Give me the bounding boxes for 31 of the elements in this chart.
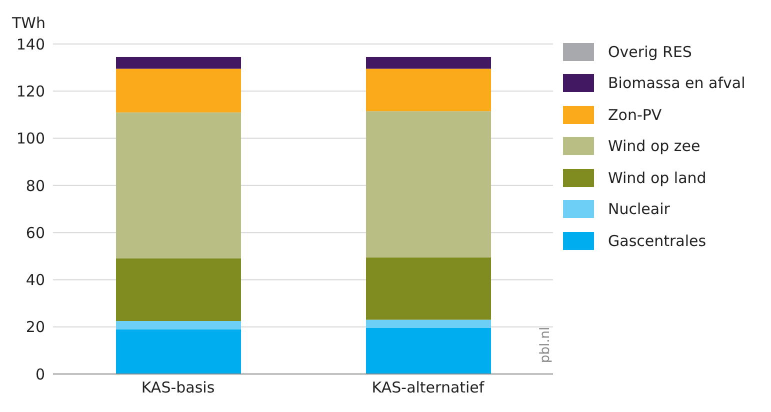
legend-label: Overig RES bbox=[608, 42, 692, 61]
y-tick-label: 120 bbox=[16, 82, 45, 100]
bar bbox=[116, 320, 241, 330]
bar bbox=[366, 328, 491, 374]
bar bbox=[366, 257, 491, 320]
bar bbox=[116, 68, 241, 112]
legend-label: Biomassa en afval bbox=[608, 74, 746, 92]
legend-label: Wind op zee bbox=[608, 137, 700, 156]
y-axis-title: TWh bbox=[12, 14, 46, 32]
bar bbox=[116, 56, 241, 69]
legend-label: Wind op land bbox=[608, 168, 706, 187]
x-tick-label: KAS-basis bbox=[141, 378, 215, 397]
y-tick-label: 20 bbox=[26, 318, 45, 336]
y-tick-label: 100 bbox=[16, 130, 45, 148]
y-tick-label: 0 bbox=[35, 365, 45, 384]
x-tick-label: KAS-alternatief bbox=[372, 378, 485, 397]
bar bbox=[366, 320, 491, 328]
annotation: pbl.nl bbox=[538, 326, 553, 363]
y-tick-label: 40 bbox=[26, 271, 45, 290]
bar bbox=[116, 112, 241, 258]
bar bbox=[116, 329, 241, 374]
y-tick-label: 80 bbox=[26, 176, 45, 195]
bar bbox=[366, 56, 491, 69]
legend-label: Nucleair bbox=[608, 200, 670, 218]
y-tick-label: 60 bbox=[26, 224, 45, 242]
bar bbox=[116, 258, 241, 321]
legend-label: Zon-PV bbox=[608, 106, 662, 124]
y-tick-label: 140 bbox=[16, 35, 45, 54]
bar bbox=[366, 111, 491, 258]
bar bbox=[366, 68, 491, 112]
legend-label: Gascentrales bbox=[608, 232, 706, 250]
